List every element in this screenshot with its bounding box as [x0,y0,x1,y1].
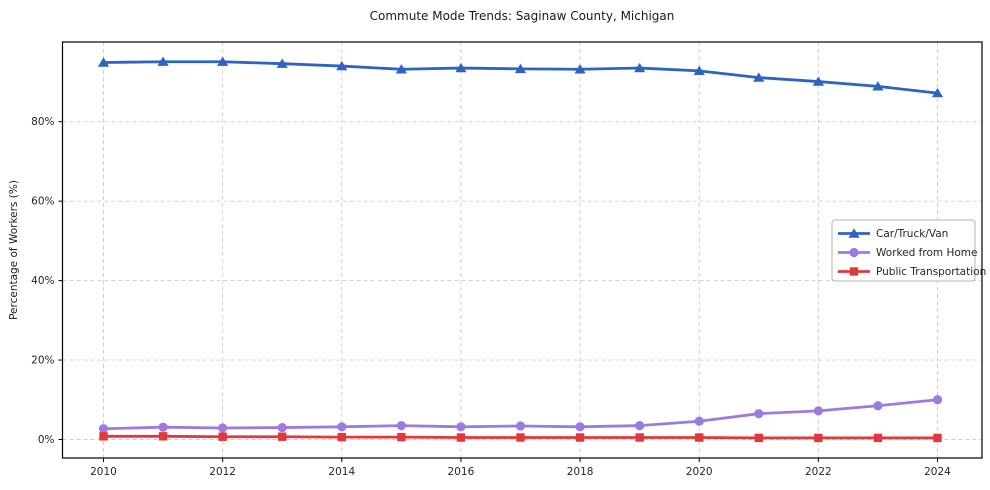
x-tick-label: 2024 [924,466,951,478]
series-worked-from-home-marker [218,423,228,433]
series-public-transportation-marker [278,432,287,441]
plot-border [61,41,983,459]
series-public-transportation-marker [575,433,585,442]
series-worked-from-home-marker [456,422,466,432]
series-car-truck-van-marker [634,62,646,73]
legend-label: Worked from Home [876,247,977,259]
legend-marker [848,228,860,238]
series-public-transportation-marker [456,433,466,442]
series-car-truck-van-marker [872,81,884,91]
series-car-truck-van-marker [455,62,467,73]
series-public-transportation-marker [635,433,644,442]
series-public-transportation-marker [933,433,942,443]
series-public-transportation-marker [397,432,406,442]
series-public-transportation-marker [754,433,763,443]
legend-label: Car/Truck/Van [876,228,948,240]
series-worked-from-home-marker [515,421,526,431]
x-tick-label: 2016 [448,466,475,478]
legend-marker [849,247,859,258]
series-car-truck-van-marker [753,72,765,82]
series-car-truck-van-marker [97,57,110,67]
series-car-truck-van-marker [157,56,169,66]
series-worked-from-home-marker [575,422,585,432]
series-public-transportation-marker [337,432,346,442]
series-worked-from-home-marker [98,424,109,434]
x-tick-label: 2020 [686,466,713,478]
x-tick-label: 2018 [567,466,594,478]
series-worked-from-home-marker [932,395,943,405]
series-worked-from-home-marker [694,416,704,426]
series-car-truck-van-marker [276,58,288,68]
x-tick-label: 2012 [209,466,236,478]
y-tick-label: 0% [38,434,55,446]
y-tick-label: 60% [31,196,54,208]
series-car-truck-van-marker [812,76,824,86]
series-worked-from-home-marker [396,420,406,431]
series-car-truck-van-marker [693,65,705,76]
series-car-truck-van-marker [931,87,944,98]
series-worked-from-home-marker [754,409,764,419]
x-tick-label: 2014 [328,466,355,478]
series-worked-from-home-marker [337,422,347,432]
series-worked-from-home-marker [635,420,645,431]
legend-box [831,219,976,282]
x-tick-label: 2010 [90,466,117,478]
series-public-transportation-marker [99,432,108,441]
series-car-truck-van-marker [217,56,229,66]
chart-title: Commute Mode Trends: Saginaw County, Mic… [369,9,675,23]
series-public-transportation-marker [814,433,823,443]
legend-marker [849,267,859,276]
series-worked-from-home-marker [277,422,287,433]
series-public-transportation-marker [516,433,525,442]
series-car-truck-van-marker [395,64,407,74]
series-car-truck-van-marker [574,64,586,74]
series-worked-from-home-marker [158,422,168,432]
series-car-truck-van-marker [336,60,348,71]
series-public-transportation-marker [218,432,227,441]
y-tick-label: 20% [31,355,54,367]
y-tick-label: 40% [31,275,54,287]
series-car-truck-van-marker [514,63,527,74]
series-public-transportation-marker [873,433,883,443]
series-worked-from-home-marker [873,401,883,411]
legend-label: Public Transportation [876,266,986,278]
y-tick-label: 80% [31,116,54,128]
series-worked-from-home-marker [813,406,823,416]
x-tick-label: 2022 [805,466,832,478]
series-public-transportation-marker [695,433,704,442]
series-public-transportation-marker [158,432,168,441]
